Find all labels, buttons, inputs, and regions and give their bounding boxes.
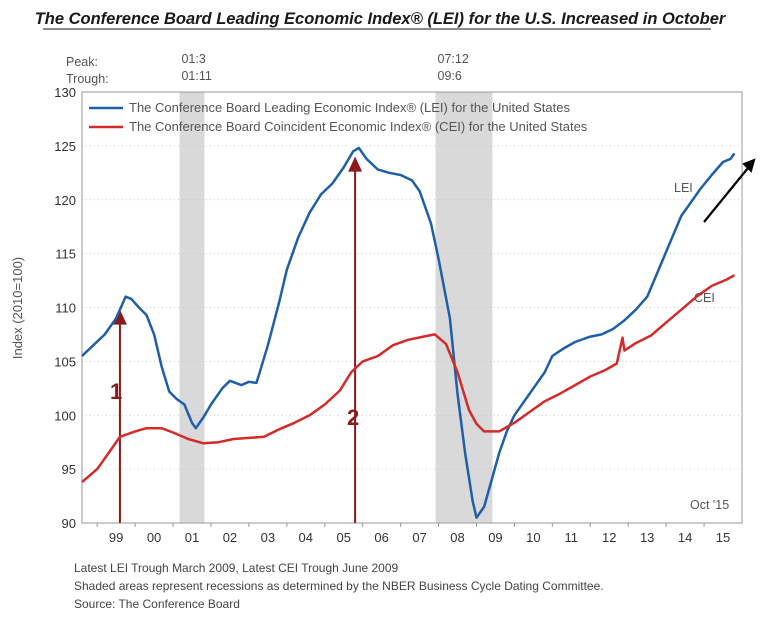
trend-arrow-head xyxy=(742,158,756,173)
x-tick-label: 02 xyxy=(223,530,237,545)
recession-band-2 xyxy=(435,92,493,523)
annotation-oct-15: Oct '15 xyxy=(690,498,729,512)
legend-item-cei: The Conference Board Coincident Economic… xyxy=(129,119,588,134)
y-tick-label: 120 xyxy=(54,193,76,208)
plot-frame xyxy=(81,91,743,524)
footnote-2: Shaded areas represent recessions as det… xyxy=(74,579,604,593)
footnote-3: Source: The Conference Board xyxy=(74,597,240,611)
y-tick-label: 125 xyxy=(54,139,76,154)
x-tick-label: 07 xyxy=(412,530,426,545)
legend: The Conference Board Leading Economic In… xyxy=(89,100,588,134)
x-tick-label: 03 xyxy=(261,530,275,545)
trend-arrow xyxy=(703,158,756,223)
series-label-cei: CEI xyxy=(694,291,715,305)
series-line-lei xyxy=(81,146,736,519)
recession-band-1 xyxy=(179,92,205,523)
y-tick-label: 115 xyxy=(55,247,76,262)
y-tick-label: 100 xyxy=(54,408,76,423)
x-tick-label: 15 xyxy=(716,530,730,545)
x-tick-label: 00 xyxy=(147,530,161,545)
x-tick-label: 99 xyxy=(109,530,123,545)
annotation-arrowhead-1 xyxy=(112,309,127,325)
trough-label: Trough: xyxy=(66,72,109,86)
recession-trough-2: 09:6 xyxy=(438,69,462,83)
trend-arrow-shaft xyxy=(703,167,749,223)
x-tick-label: 08 xyxy=(450,530,464,545)
footnote-1: Latest LEI Trough March 2009, Latest CEI… xyxy=(74,561,399,575)
x-axis: 99 00 01 02 03 04 05 06 07 08 09 10 11 12 13 14 15 xyxy=(96,523,730,545)
x-tick-label: 05 xyxy=(336,530,350,545)
x-tick-label: 14 xyxy=(678,530,692,545)
series-lines xyxy=(81,146,736,519)
x-tick-label: 04 xyxy=(299,530,313,545)
y-tick-label: 105 xyxy=(54,354,76,369)
chart-title: The Conference Board Leading Economic In… xyxy=(35,10,727,28)
series-label-lei: LEI xyxy=(674,181,693,195)
x-tick-label: 10 xyxy=(526,530,540,545)
x-tick-label: 01 xyxy=(185,530,199,545)
x-tick-label: 12 xyxy=(602,530,616,545)
annotation-1: 1 xyxy=(110,379,122,404)
x-tick-label: 06 xyxy=(374,530,388,545)
x-tick-label: 09 xyxy=(488,530,502,545)
y-axis-title: Index (2010=100) xyxy=(10,257,25,359)
recession-peak-1: 01:3 xyxy=(181,52,205,66)
legend-item-lei: The Conference Board Leading Economic In… xyxy=(129,100,570,115)
y-tick-label: 90 xyxy=(62,516,76,531)
y-tick-label: 95 xyxy=(62,462,76,477)
recession-trough-1: 01:11 xyxy=(181,69,211,83)
annotation-2: 2 xyxy=(347,405,359,430)
recession-peak-2: 07:12 xyxy=(438,52,469,66)
y-tick-label: 130 xyxy=(54,85,76,100)
y-axis: 90 95 100 105 110 115 120 125 130 xyxy=(54,85,76,531)
annotation-arrowhead-2 xyxy=(348,156,363,172)
x-tick-label: 11 xyxy=(565,530,579,545)
peak-label: Peak: xyxy=(66,55,98,69)
annotation-arrows xyxy=(112,156,363,523)
x-tick-label: 13 xyxy=(640,530,654,545)
series-line-cei xyxy=(81,274,736,484)
y-tick-label: 110 xyxy=(55,301,76,316)
